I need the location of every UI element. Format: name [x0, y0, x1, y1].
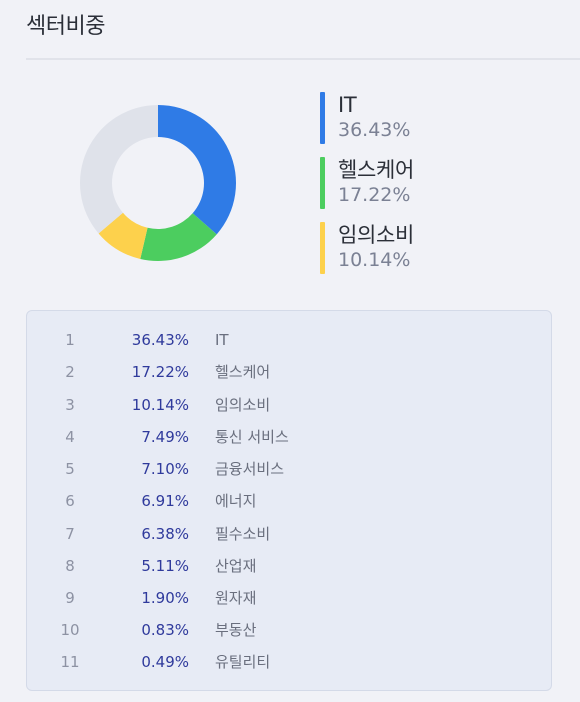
table-row: 4 7.49% 통신 서비스 — [27, 425, 551, 449]
sector-name-cell: 원자재 — [215, 589, 257, 607]
rank-cell: 5 — [65, 460, 75, 478]
percent-cell: 5.11% — [141, 557, 189, 575]
percent-cell: 0.83% — [141, 621, 189, 639]
slice-2 — [98, 212, 148, 259]
legend-name: 임의소비 — [338, 223, 415, 247]
table-row: 1 36.43% IT — [27, 328, 551, 352]
legend-item-it: IT 36.43% — [320, 92, 560, 144]
table-row: 3 10.14% 임의소비 — [27, 393, 551, 417]
slice-1 — [140, 213, 217, 261]
section-title: 섹터비중 — [26, 14, 105, 39]
legend-item-healthcare: 헬스케어 17.22% — [320, 157, 560, 209]
sector-name-cell: 산업재 — [215, 557, 257, 575]
rank-cell: 9 — [65, 589, 75, 607]
table-row: 5 7.10% 금융서비스 — [27, 457, 551, 481]
sector-name-cell: 헬스케어 — [215, 363, 271, 381]
legend-percent: 17.22% — [338, 184, 411, 206]
percent-cell: 7.10% — [141, 460, 189, 478]
sector-name-cell: 에너지 — [215, 492, 257, 510]
percent-cell: 6.91% — [141, 492, 189, 510]
table-row: 9 1.90% 원자재 — [27, 586, 551, 610]
legend-percent: 10.14% — [338, 249, 411, 271]
table-row: 6 6.91% 에너지 — [27, 489, 551, 513]
sector-name-cell: 부동산 — [215, 621, 257, 639]
rank-cell: 7 — [65, 525, 75, 543]
sector-name-cell: IT — [215, 331, 229, 349]
sector-name-cell: 임의소비 — [215, 396, 271, 414]
table-row: 8 5.11% 산업재 — [27, 554, 551, 578]
rank-cell: 6 — [65, 492, 75, 510]
percent-cell: 0.49% — [141, 653, 189, 671]
rank-cell: 4 — [65, 428, 75, 446]
table-row: 2 17.22% 헬스케어 — [27, 360, 551, 384]
legend-name: 헬스케어 — [338, 158, 415, 182]
table-row: 10 0.83% 부동산 — [27, 618, 551, 642]
legend-percent: 36.43% — [338, 119, 411, 141]
sector-name-cell: 금융서비스 — [215, 460, 285, 478]
rank-cell: 3 — [65, 396, 75, 414]
divider — [26, 58, 580, 60]
table-row: 7 6.38% 필수소비 — [27, 522, 551, 546]
sector-weight-table: 1 36.43% IT 2 17.22% 헬스케어 3 10.14% 임의소비 … — [26, 310, 552, 691]
rank-cell: 1 — [65, 331, 75, 349]
rank-cell: 11 — [60, 653, 80, 671]
percent-cell: 7.49% — [141, 428, 189, 446]
legend-color-bar — [320, 92, 325, 144]
rank-cell: 2 — [65, 363, 75, 381]
percent-cell: 10.14% — [131, 396, 189, 414]
slice-0 — [158, 105, 237, 235]
percent-cell: 36.43% — [131, 331, 189, 349]
sector-name-cell: 필수소비 — [215, 525, 271, 543]
legend-name: IT — [338, 93, 357, 117]
legend-color-bar — [320, 157, 325, 209]
percent-cell: 6.38% — [141, 525, 189, 543]
legend-color-bar — [320, 222, 325, 274]
percent-cell: 17.22% — [131, 363, 189, 381]
sector-name-cell: 통신 서비스 — [215, 428, 289, 446]
slice-others — [80, 105, 158, 234]
rank-cell: 10 — [60, 621, 80, 639]
chart-legend: IT 36.43% 헬스케어 17.22% 임의소비 10.14% — [320, 92, 560, 287]
rank-cell: 8 — [65, 557, 75, 575]
table-row: 11 0.49% 유틸리티 — [27, 650, 551, 674]
percent-cell: 1.90% — [141, 589, 189, 607]
legend-item-consumer-discretionary: 임의소비 10.14% — [320, 222, 560, 274]
sector-name-cell: 유틸리티 — [215, 653, 271, 671]
sector-donut-chart — [80, 105, 237, 261]
